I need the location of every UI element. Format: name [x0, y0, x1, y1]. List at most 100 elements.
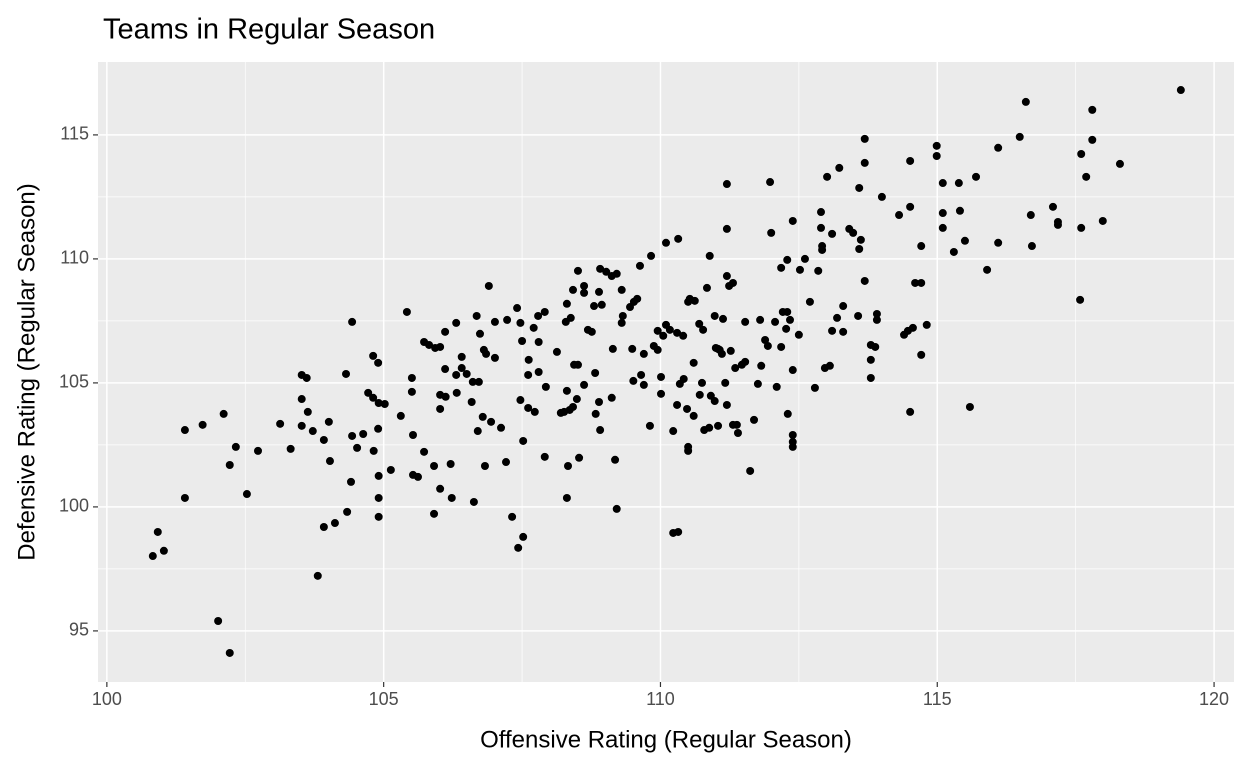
point: [364, 388, 373, 397]
point: [911, 278, 920, 287]
point: [319, 523, 328, 531]
point: [1176, 86, 1185, 95]
point: [374, 424, 383, 433]
x-tick-label: 105: [369, 689, 399, 709]
point: [590, 302, 599, 311]
point: [628, 344, 637, 353]
point: [860, 276, 869, 285]
point: [482, 349, 491, 358]
point: [303, 407, 312, 416]
point: [788, 442, 797, 451]
point: [728, 278, 737, 287]
point: [1088, 105, 1097, 114]
point: [573, 266, 582, 275]
point: [1098, 216, 1107, 225]
point: [524, 355, 533, 364]
point: [566, 313, 575, 322]
point: [568, 402, 577, 411]
point: [679, 331, 688, 340]
point: [359, 430, 368, 438]
point: [965, 402, 974, 411]
point: [860, 134, 869, 143]
point: [673, 328, 682, 337]
point: [828, 229, 837, 238]
point: [761, 336, 770, 345]
point: [662, 238, 670, 247]
point: [1027, 242, 1036, 251]
point: [908, 323, 917, 332]
point: [653, 345, 662, 354]
point: [817, 208, 826, 217]
point: [783, 255, 792, 264]
point: [689, 358, 698, 367]
x-tick-label: 110: [646, 689, 675, 709]
point: [938, 223, 947, 232]
panel: [98, 62, 1234, 682]
point: [497, 423, 506, 432]
point: [540, 307, 549, 316]
point: [541, 382, 550, 391]
point: [710, 311, 719, 320]
point: [849, 228, 858, 237]
point: [1115, 159, 1124, 168]
point: [721, 378, 730, 387]
point: [753, 379, 762, 388]
point: [469, 497, 478, 506]
point: [353, 443, 362, 452]
y-tick-label: 105: [59, 372, 89, 392]
point: [562, 493, 571, 502]
point: [750, 415, 759, 424]
point: [430, 509, 439, 518]
point: [313, 571, 322, 580]
point: [457, 352, 466, 361]
y-tick-label: 110: [60, 248, 89, 268]
point: [597, 300, 606, 309]
point: [308, 427, 317, 436]
point: [447, 493, 456, 502]
point: [763, 341, 772, 350]
point: [839, 302, 848, 311]
point: [602, 267, 611, 276]
point: [524, 370, 533, 379]
point: [633, 294, 642, 303]
point: [562, 299, 571, 308]
point: [855, 183, 864, 192]
point: [818, 245, 827, 254]
point: [380, 399, 389, 408]
point: [828, 326, 837, 335]
point: [854, 311, 863, 320]
point: [695, 390, 704, 399]
point: [519, 532, 528, 541]
point: [1048, 202, 1057, 211]
point: [669, 427, 678, 436]
x-tick-label: 100: [92, 689, 122, 709]
point: [906, 407, 915, 416]
point: [420, 447, 429, 456]
point: [441, 327, 450, 336]
point: [653, 326, 662, 335]
point: [573, 360, 582, 369]
point: [231, 442, 240, 451]
point: [407, 373, 416, 382]
point: [673, 400, 682, 409]
point: [587, 327, 596, 336]
point: [741, 357, 750, 366]
point: [474, 377, 483, 386]
point: [596, 264, 605, 273]
point: [580, 380, 589, 389]
point: [960, 236, 969, 245]
point: [452, 370, 461, 379]
point: [617, 318, 626, 327]
point: [530, 407, 539, 416]
y-tick-label: 95: [69, 620, 89, 640]
point: [473, 427, 482, 436]
point: [319, 435, 328, 444]
point: [674, 234, 683, 243]
point: [697, 378, 706, 387]
point: [872, 309, 881, 318]
point: [580, 288, 589, 297]
point: [580, 281, 589, 290]
point: [922, 320, 931, 329]
point: [524, 403, 533, 412]
